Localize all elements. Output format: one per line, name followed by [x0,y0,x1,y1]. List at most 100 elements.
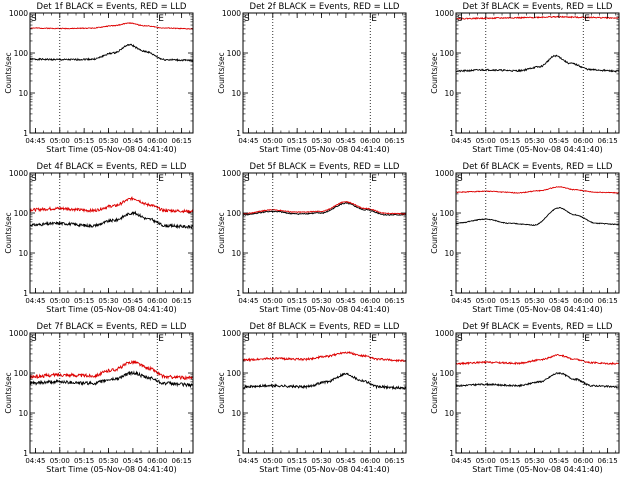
y-tick-label: 1000 [435,169,454,178]
x-tick-label: 06:00 [360,297,380,305]
y-tick-label: 100 [440,369,455,378]
plot-frame [29,172,194,294]
marker-label-e: E [584,14,590,24]
y-tick-label: 1 [23,289,28,298]
y-tick-label: 100 [227,49,242,58]
marker-label-e: E [371,174,377,184]
series-line-lld [30,22,193,30]
x-tick-label: 06:15 [172,137,192,145]
x-tick-label: 05:45 [549,297,569,305]
marker-label-e: E [584,174,590,184]
plot-frame [242,12,407,134]
y-tick-label: 1 [449,289,454,298]
x-tick-label: 05:30 [98,137,118,145]
y-axis-label: Counts/sec [217,52,226,93]
x-axis-label: Start Time (05-Nov-08 04:41:40) [46,145,176,154]
x-tick-label: 05:15 [500,137,520,145]
panel-title: Det 1f BLACK = Events, RED = LLD [37,2,187,12]
x-tick-label: 04:45 [238,137,258,145]
plot-frame [455,332,620,454]
x-tick-label: 06:15 [172,457,192,465]
y-tick-label: 1000 [222,9,241,18]
x-axis-label: Start Time (05-Nov-08 04:41:40) [472,305,602,314]
panel-title: Det 9f BLACK = Events, RED = LLD [463,322,613,332]
plot-frame [29,332,194,454]
x-tick-label: 05:15 [74,137,94,145]
x-tick-label: 04:45 [25,137,45,145]
panel-title: Det 8f BLACK = Events, RED = LLD [250,322,400,332]
marker-label-e: E [158,334,164,344]
x-axis-label: Start Time (05-Nov-08 04:41:40) [46,465,176,474]
y-tick-label: 1000 [222,329,241,338]
x-tick-label: 05:15 [74,297,94,305]
x-tick-label: 05:30 [311,297,331,305]
x-tick-label: 05:45 [549,137,569,145]
marker-label-e: E [158,14,164,24]
x-axis-label: Start Time (05-Nov-08 04:41:40) [472,465,602,474]
y-tick-label: 1000 [435,329,454,338]
x-tick-label: 05:00 [476,297,496,305]
y-tick-label: 10 [444,409,454,418]
y-axis-label: Counts/sec [430,372,439,413]
series-line-lld [456,354,619,366]
y-axis-label: Counts/sec [430,212,439,253]
marker-label-s: S [244,14,250,24]
x-tick-label: 05:30 [98,457,118,465]
x-tick-label: 06:15 [172,297,192,305]
series-line-events [30,370,193,389]
x-tick-label: 05:45 [336,137,356,145]
y-tick-label: 100 [227,209,242,218]
y-axis-label: Counts/sec [4,372,13,413]
x-tick-label: 05:45 [123,137,143,145]
x-tick-label: 05:30 [524,457,544,465]
series-line-lld [456,15,619,21]
series-line-lld [456,185,619,194]
plot-frame [242,332,407,454]
x-tick-label: 06:15 [598,457,618,465]
x-tick-label: 04:45 [451,137,471,145]
marker-label-e: E [158,174,164,184]
marker-label-s: S [244,334,250,344]
x-tick-label: 05:45 [336,457,356,465]
x-tick-label: 05:30 [524,297,544,305]
x-tick-label: 05:15 [74,457,94,465]
y-tick-label: 1 [23,449,28,458]
y-tick-label: 10 [231,89,241,98]
y-tick-label: 1000 [222,169,241,178]
series-line-events [456,372,619,389]
x-tick-label: 05:30 [311,457,331,465]
x-tick-label: 06:00 [573,297,593,305]
marker-label-s: S [31,334,37,344]
x-tick-label: 05:45 [123,297,143,305]
y-tick-label: 10 [444,249,454,258]
panel-title: Det 7f BLACK = Events, RED = LLD [37,322,187,332]
x-tick-label: 04:45 [25,297,45,305]
x-axis-label: Start Time (05-Nov-08 04:41:40) [46,305,176,314]
y-tick-label: 100 [440,209,455,218]
y-tick-label: 10 [18,89,28,98]
marker-label-s: S [457,14,463,24]
x-tick-label: 05:15 [287,457,307,465]
x-tick-label: 05:45 [549,457,569,465]
y-tick-label: 1000 [9,329,28,338]
x-tick-label: 06:00 [360,137,380,145]
panel-title: Det 5f BLACK = Events, RED = LLD [250,162,400,172]
plot-frame [455,172,620,294]
x-tick-label: 05:00 [50,297,70,305]
y-tick-label: 1 [236,449,241,458]
x-tick-label: 05:00 [263,297,283,305]
series-line-lld [243,351,406,363]
y-tick-label: 10 [231,409,241,418]
plot-frame [455,12,620,134]
panel-title: Det 4f BLACK = Events, RED = LLD [37,162,187,172]
panel-title: Det 6f BLACK = Events, RED = LLD [463,162,613,172]
marker-label-s: S [31,14,37,24]
x-axis-label: Start Time (05-Nov-08 04:41:40) [259,305,389,314]
